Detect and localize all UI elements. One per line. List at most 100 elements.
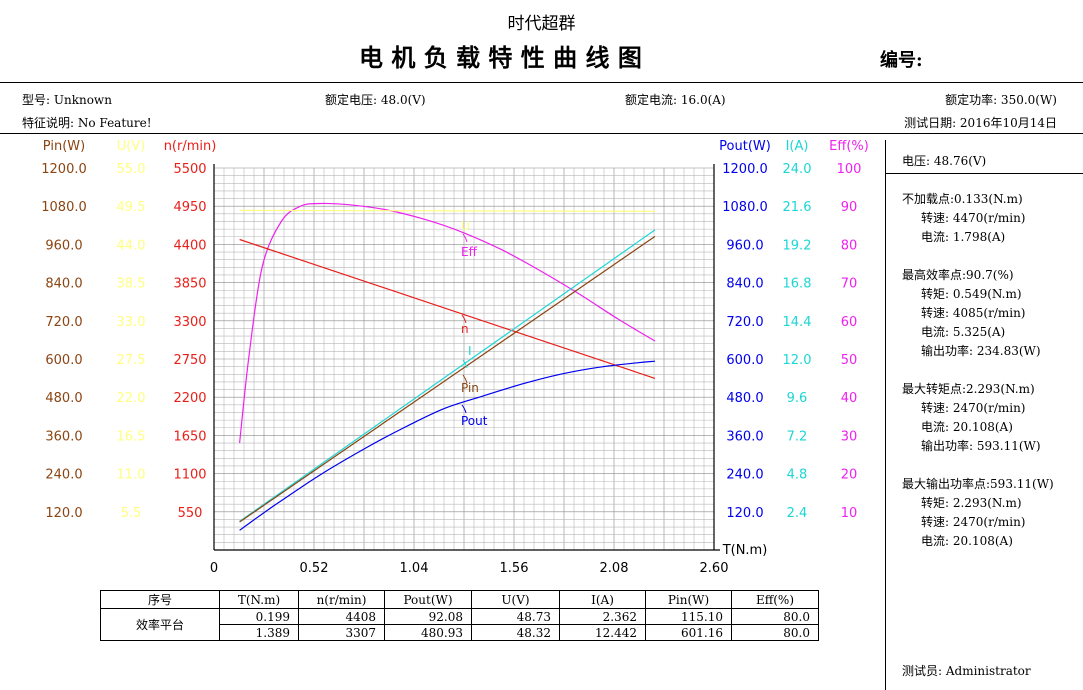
- n-label-leader: [461, 314, 467, 324]
- pout-tick-label: 360.0: [726, 429, 763, 444]
- i-series-label: I: [468, 344, 472, 358]
- pin-axis-label: Pin(W): [43, 139, 85, 154]
- eff-tick-label: 60: [841, 315, 858, 330]
- pin-tick-label: 840.0: [45, 277, 82, 292]
- max-torque-value: 电流: 20.108(A): [921, 420, 1013, 434]
- table-cell: 2.362: [559, 608, 646, 625]
- n-tick-label: 3850: [173, 277, 206, 292]
- n-tick-label: 2200: [173, 391, 206, 406]
- x-tick-label: 2.60: [700, 561, 729, 576]
- header-rule: [0, 82, 1083, 83]
- i-series-line: [239, 229, 656, 522]
- max-torque-value: 转速: 2470(r/min): [921, 401, 1026, 415]
- pin-tick-label: 360.0: [45, 429, 82, 444]
- pout-series-label: Pout: [461, 414, 488, 428]
- table-cell: 0.199: [219, 608, 299, 625]
- i-tick-label: 2.4: [787, 506, 808, 521]
- u-tick-label: 49.5: [117, 200, 146, 215]
- max-eff-value: 电流: 5.325(A): [921, 325, 1006, 339]
- pin-tick-label: 720.0: [45, 315, 82, 330]
- n-axis-label: n(r/min): [164, 139, 217, 154]
- rated-current: 额定电流: 16.0(A): [625, 93, 726, 107]
- table-header: T(N.m): [219, 590, 299, 609]
- x-tick-label: 0.52: [300, 561, 329, 576]
- eff-tick-label: 20: [841, 468, 858, 483]
- table-header: Pout(W): [384, 590, 472, 609]
- pout-tick-label: 240.0: [726, 468, 763, 483]
- rated-voltage: 额定电压: 48.0(V): [325, 93, 426, 107]
- table-cell: 80.0: [731, 608, 819, 625]
- eff-tick-label: 50: [841, 353, 858, 368]
- table-cell: 1.389: [219, 624, 299, 641]
- model-label: 型号: Unknown: [22, 93, 112, 107]
- n-tick-label: 1100: [173, 468, 206, 483]
- u-series-label: U: [461, 219, 470, 233]
- no-load-value: 电流: 1.798(A): [921, 230, 1006, 244]
- i-tick-label: 19.2: [783, 238, 812, 253]
- u-tick-label: 11.0: [117, 468, 146, 483]
- max-torque-title: 最大转矩点:2.293(N.m): [902, 382, 1035, 396]
- table-header: 序号: [100, 590, 220, 609]
- u-tick-label: 55.0: [117, 162, 146, 177]
- pin-label-leader: [462, 374, 468, 384]
- table-header: U(V): [471, 590, 560, 609]
- pin-series-line: [239, 235, 656, 523]
- i-tick-label: 16.8: [783, 277, 812, 292]
- x-tick-label: 0: [210, 561, 218, 576]
- table-cell: 12.442: [559, 624, 646, 641]
- n-tick-label: 5500: [173, 162, 206, 177]
- eff-label-leader: [462, 233, 468, 243]
- page-title: 电 机 负 载 特 性 曲 线 图: [359, 43, 642, 72]
- pin-tick-label: 1080.0: [41, 200, 87, 215]
- x-axis-label: T(N.m): [722, 543, 768, 558]
- pout-tick-label: 960.0: [726, 238, 763, 253]
- n-series-label: n: [461, 322, 469, 336]
- table-header: Pin(W): [645, 590, 732, 609]
- pout-axis-label: Pout(W): [719, 139, 771, 154]
- eff-tick-label: 30: [841, 429, 858, 444]
- i-tick-label: 7.2: [787, 429, 808, 444]
- x-tick-label: 1.56: [500, 561, 529, 576]
- no-load-value: 转速: 4470(r/min): [921, 211, 1026, 225]
- table-cell: 48.32: [471, 624, 560, 641]
- u-series-line: [239, 209, 656, 212]
- n-tick-label: 1650: [173, 429, 206, 444]
- voltage-readout: 电压: 48.76(V): [902, 154, 987, 168]
- pin-tick-label: 600.0: [45, 353, 82, 368]
- pout-tick-label: 1080.0: [722, 200, 768, 215]
- eff-tick-label: 10: [841, 506, 858, 521]
- pout-label-leader: [461, 404, 467, 414]
- tester-label: 测试员: Administrator: [902, 664, 1031, 678]
- pin-tick-label: 240.0: [45, 468, 82, 483]
- table-cell: 80.0: [731, 624, 819, 641]
- u-tick-label: 44.0: [117, 238, 146, 253]
- x-tick-label: 2.08: [600, 561, 629, 576]
- pout-tick-label: 600.0: [726, 353, 763, 368]
- table-row: 1.389 3307 480.93 48.32 12.442 601.16 80…: [101, 624, 819, 641]
- pin-tick-label: 960.0: [45, 238, 82, 253]
- pin-tick-label: 120.0: [45, 506, 82, 521]
- i-tick-label: 24.0: [783, 162, 812, 177]
- rated-power: 额定功率: 350.0(W): [945, 93, 1057, 107]
- eff-axis-label: Eff(%): [829, 139, 869, 154]
- max-power-title: 最大输出功率点:593.11(W): [902, 477, 1054, 491]
- summary-panel: 电压: 48.76(V) 不加载点:0.133(N.m) 转速: 4470(r/…: [885, 140, 1083, 690]
- n-tick-label: 550: [178, 506, 203, 521]
- feature-label: 特征说明: No Feature!: [22, 116, 152, 130]
- u-tick-label: 27.5: [117, 353, 146, 368]
- eff-tick-label: 100: [837, 162, 862, 177]
- n-tick-label: 3300: [173, 315, 206, 330]
- i-tick-label: 4.8: [787, 468, 808, 483]
- pout-series-line: [239, 360, 656, 531]
- n-tick-label: 4950: [173, 200, 206, 215]
- x-tick-label: 1.04: [400, 561, 429, 576]
- max-torque-value: 输出功率: 593.11(W): [921, 439, 1041, 453]
- eff-tick-label: 90: [841, 200, 858, 215]
- table-cell: 480.93: [384, 624, 472, 641]
- pout-tick-label: 120.0: [726, 506, 763, 521]
- table-cell: 115.10: [645, 608, 732, 625]
- max-eff-value: 转矩: 0.549(N.m): [921, 287, 1022, 301]
- eff-tick-label: 40: [841, 391, 858, 406]
- n-tick-label: 4400: [173, 238, 206, 253]
- i-tick-label: 21.6: [783, 200, 812, 215]
